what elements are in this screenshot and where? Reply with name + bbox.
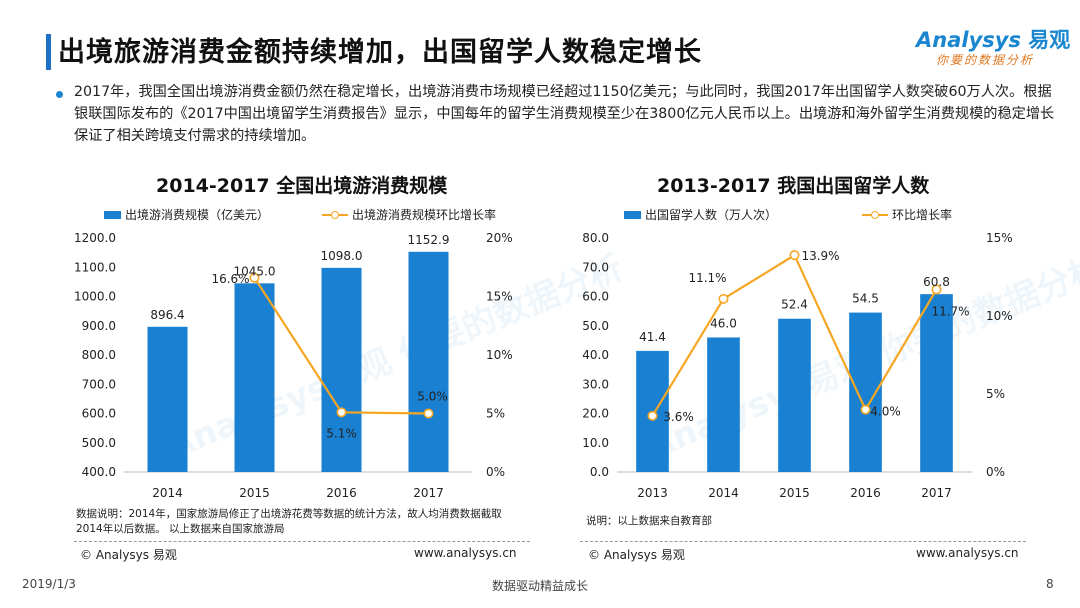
bar-value-label: 46.0 [710, 316, 737, 330]
category-label: 2016 [326, 486, 357, 500]
left-tick-label: 10.0 [582, 436, 609, 450]
bar-value-label: 52.4 [781, 298, 808, 312]
bar-2017 [920, 294, 953, 472]
left-url[interactable]: www.analysys.cn [414, 546, 517, 560]
footer-date: 2019/1/3 [22, 577, 76, 591]
category-label: 2013 [637, 486, 668, 500]
chart2-legend-bar: 出国留学人数（万人次） [624, 206, 777, 223]
bar-value-label: 60.8 [923, 275, 950, 289]
growth-value-label: 13.9% [801, 249, 839, 263]
category-label: 2016 [850, 486, 881, 500]
left-tick-label: 20.0 [582, 407, 609, 421]
legend-line-swatch [862, 210, 888, 220]
legend-bar-swatch [104, 210, 121, 219]
left-tick-label: 400.0 [82, 465, 116, 479]
right-tick-label: 5% [986, 387, 1005, 401]
right-tick-label: 15% [986, 231, 1013, 245]
right-tick-label: 5% [486, 407, 505, 421]
bar-2014 [147, 326, 188, 472]
growth-value-label: 11.1% [688, 271, 726, 285]
left-tick-label: 1200.0 [74, 231, 116, 245]
logo-wordmark: Analysys 易观 [916, 28, 1071, 52]
growth-value-label: 11.7% [931, 304, 969, 318]
right-copyright: © Analysys 易观 [588, 548, 685, 562]
left-tick-label: 1000.0 [74, 290, 116, 304]
right-tick-label: 0% [986, 465, 1005, 479]
growth-value-label: 3.6% [663, 410, 694, 424]
left-tick-label: 60.0 [582, 290, 609, 304]
growth-point-2015 [789, 250, 800, 261]
category-label: 2015 [239, 486, 270, 500]
right-tick-label: 15% [486, 290, 513, 304]
left-copyright: © Analysys 易观 [80, 548, 177, 562]
footer-slogan: 数据驱动精益成长 [492, 579, 589, 593]
left-tick-label: 1100.0 [74, 260, 116, 274]
chart1-note: 数据说明：2014年，国家旅游局修正了出境游花费等数据的统计方法，故人均消费数据… [76, 508, 502, 535]
logo-slogan: 你要的数据分析 [936, 53, 1035, 67]
right-url[interactable]: www.analysys.cn [916, 546, 1019, 560]
bar-2017 [408, 251, 449, 472]
chart1-title: 2014-2017 全国出境游消费规模 [156, 175, 448, 197]
bar-2015 [234, 283, 275, 472]
left-tick-label: 50.0 [582, 319, 609, 333]
growth-point-2017 [931, 284, 942, 295]
bar-value-label: 1045.0 [234, 264, 276, 278]
chart2-note: 说明：以上数据来自教育部 [586, 515, 712, 527]
title-accent-bar [46, 34, 51, 70]
growth-point-2016 [860, 404, 871, 415]
left-tick-label: 500.0 [82, 436, 116, 450]
bar-value-label: 896.4 [150, 308, 184, 322]
bar-2016 [321, 267, 362, 472]
analysys-logo: Analysys 易观 你要的数据分析 [916, 24, 1070, 74]
category-label: 2014 [708, 486, 739, 500]
bar-2015 [778, 318, 811, 472]
bar-value-label: 41.4 [639, 330, 666, 344]
right-tick-label: 10% [486, 348, 513, 362]
left-tick-label: 80.0 [582, 231, 609, 245]
category-label: 2015 [779, 486, 810, 500]
left-tick-label: 700.0 [82, 377, 116, 391]
page-number: 8 [1046, 577, 1054, 591]
bar-value-label: 1098.0 [321, 249, 363, 263]
growth-point-2016 [336, 407, 347, 418]
left-tick-label: 600.0 [82, 407, 116, 421]
chart1-legend-line: 出境游消费规模环比增长率 [322, 206, 496, 223]
chart1-legend-bar: 出境游消费规模（亿美元） [104, 206, 269, 223]
growth-point-2014 [718, 293, 729, 304]
left-tick-label: 70.0 [582, 260, 609, 274]
page-title: 出境旅游消费金额持续增加，出国留学人数稳定增长 [58, 37, 702, 68]
bar-value-label: 54.5 [852, 292, 879, 306]
right-footer-divider [580, 541, 1026, 542]
growth-point-2013 [647, 410, 658, 421]
chart2-title: 2013-2017 我国出国留学人数 [657, 175, 930, 197]
legend-line-swatch [322, 210, 348, 220]
growth-point-2017 [423, 408, 434, 419]
bar-value-label: 1152.9 [408, 233, 450, 247]
bullet-icon [56, 91, 63, 98]
right-tick-label: 20% [486, 231, 513, 245]
left-tick-label: 30.0 [582, 377, 609, 391]
left-tick-label: 40.0 [582, 348, 609, 362]
left-tick-label: 0.0 [590, 465, 609, 479]
legend-bar-swatch [624, 210, 641, 219]
bar-2014 [707, 337, 740, 472]
left-footer-divider [74, 541, 530, 542]
growth-point-2015 [249, 272, 260, 283]
growth-value-label: 4.0% [870, 405, 901, 419]
growth-value-label: 5.0% [417, 390, 448, 404]
left-tick-label: 800.0 [82, 348, 116, 362]
right-tick-label: 0% [486, 465, 505, 479]
chart2-legend-line: 环比增长率 [862, 206, 952, 223]
growth-value-label: 5.1% [326, 426, 357, 440]
category-label: 2014 [152, 486, 183, 500]
category-label: 2017 [413, 486, 444, 500]
growth-value-label: 16.6% [211, 272, 249, 286]
category-label: 2017 [921, 486, 952, 500]
left-tick-label: 900.0 [82, 319, 116, 333]
summary-paragraph: 2017年，我国全国出境游消费金额仍然在稳定增长，出境游消费市场规模已经超过11… [74, 84, 1055, 144]
right-tick-label: 10% [986, 309, 1013, 323]
